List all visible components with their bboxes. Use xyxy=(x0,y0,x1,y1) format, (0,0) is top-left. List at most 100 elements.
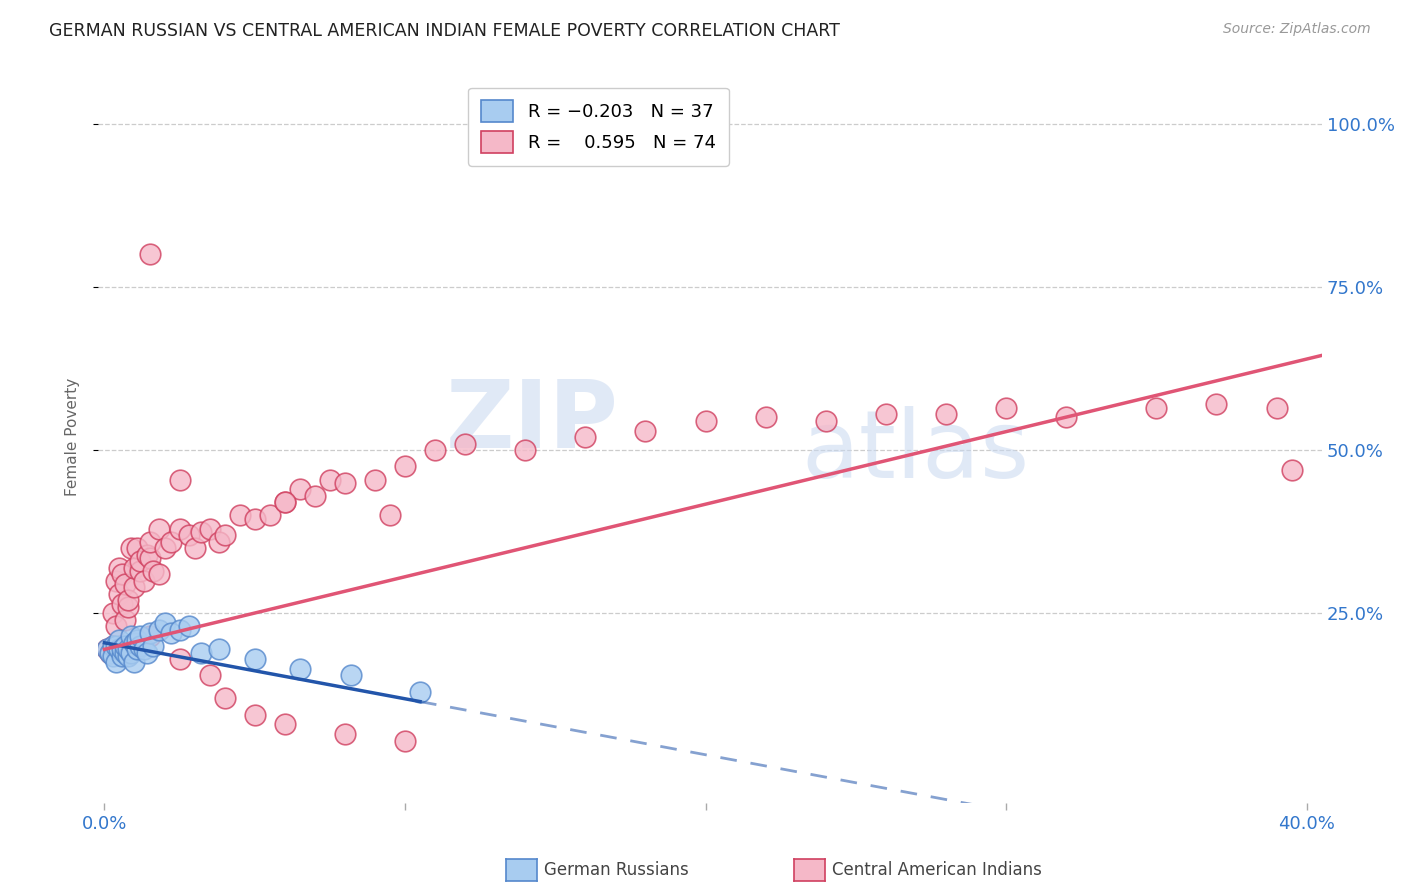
Point xyxy=(288,662,311,676)
Point xyxy=(114,646,136,660)
Point xyxy=(1144,401,1167,415)
Point xyxy=(141,564,163,578)
Point xyxy=(148,567,170,582)
Point xyxy=(105,574,128,588)
Point xyxy=(121,541,143,555)
Point xyxy=(243,652,266,666)
Point xyxy=(96,642,118,657)
Point xyxy=(755,410,778,425)
Point xyxy=(1205,397,1227,411)
Point xyxy=(364,473,387,487)
Point xyxy=(108,642,131,657)
Point xyxy=(423,443,446,458)
Point xyxy=(574,430,596,444)
Point xyxy=(274,495,297,509)
Point xyxy=(100,646,122,660)
Point xyxy=(159,626,181,640)
Point xyxy=(198,668,221,682)
Point xyxy=(190,646,212,660)
Y-axis label: Female Poverty: Female Poverty xyxy=(65,378,80,496)
Point xyxy=(111,642,134,657)
Point xyxy=(105,639,128,653)
Point xyxy=(304,489,326,503)
Point xyxy=(138,550,160,565)
Point xyxy=(103,648,125,663)
Point xyxy=(243,707,266,722)
Point xyxy=(103,639,125,653)
Point xyxy=(127,632,149,647)
Point xyxy=(121,646,143,660)
Point xyxy=(129,554,152,568)
Point xyxy=(875,407,897,421)
Point xyxy=(183,541,205,555)
Point xyxy=(214,528,236,542)
Text: GERMAN RUSSIAN VS CENTRAL AMERICAN INDIAN FEMALE POVERTY CORRELATION CHART: GERMAN RUSSIAN VS CENTRAL AMERICAN INDIA… xyxy=(49,22,841,40)
Point xyxy=(409,685,432,699)
Point xyxy=(259,508,281,523)
Point xyxy=(103,607,125,621)
Point xyxy=(153,616,176,631)
Point xyxy=(138,626,160,640)
Point xyxy=(169,473,191,487)
Point xyxy=(105,656,128,670)
Point xyxy=(198,521,221,535)
Point xyxy=(148,521,170,535)
Point xyxy=(121,629,143,643)
Point xyxy=(108,632,131,647)
Point xyxy=(103,639,125,653)
Point xyxy=(127,541,149,555)
Point xyxy=(117,648,139,663)
Point xyxy=(138,534,160,549)
Point xyxy=(108,560,131,574)
Point xyxy=(214,691,236,706)
Point xyxy=(111,567,134,582)
Point xyxy=(274,495,297,509)
Point xyxy=(515,443,537,458)
Point xyxy=(114,639,136,653)
Point xyxy=(148,623,170,637)
Point xyxy=(117,593,139,607)
Point xyxy=(394,459,416,474)
Point xyxy=(274,717,297,731)
Point xyxy=(132,642,155,657)
Point xyxy=(132,574,155,588)
Point xyxy=(169,521,191,535)
Point xyxy=(243,512,266,526)
Point xyxy=(127,642,149,657)
Point xyxy=(135,646,157,660)
Point xyxy=(105,619,128,633)
Point xyxy=(1281,463,1303,477)
Point xyxy=(117,599,139,614)
Point xyxy=(695,414,717,428)
Point xyxy=(814,414,837,428)
Point xyxy=(394,733,416,747)
Point xyxy=(1265,401,1288,415)
Point xyxy=(111,648,134,663)
Text: ZIP: ZIP xyxy=(446,376,619,468)
Point xyxy=(111,597,134,611)
Point xyxy=(228,508,250,523)
Legend: R = −0.203   N = 37, R =    0.595   N = 74: R = −0.203 N = 37, R = 0.595 N = 74 xyxy=(468,87,728,166)
Point xyxy=(129,639,152,653)
Point xyxy=(333,727,356,741)
Point xyxy=(208,534,231,549)
Point xyxy=(124,636,146,650)
Point xyxy=(208,642,231,657)
Point xyxy=(114,577,136,591)
Point xyxy=(177,619,200,633)
Point xyxy=(1054,410,1077,425)
Point xyxy=(129,629,152,643)
Point xyxy=(288,483,311,497)
Text: atlas: atlas xyxy=(801,406,1031,498)
Point xyxy=(124,656,146,670)
Point xyxy=(141,639,163,653)
Point xyxy=(190,524,212,539)
Point xyxy=(117,642,139,657)
Point xyxy=(159,534,181,549)
Point xyxy=(153,541,176,555)
Point xyxy=(378,508,401,523)
Text: Central American Indians: Central American Indians xyxy=(832,861,1042,879)
Point xyxy=(340,668,363,682)
Point xyxy=(169,652,191,666)
Point xyxy=(177,528,200,542)
